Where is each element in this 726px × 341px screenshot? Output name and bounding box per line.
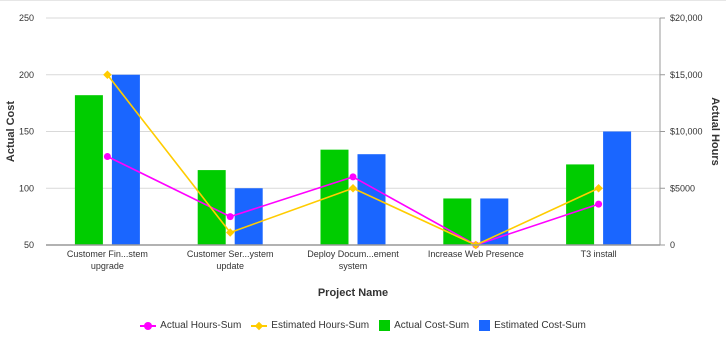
legend-item-estimated-hours[interactable]: Estimated Hours-Sum xyxy=(251,320,369,331)
y-tick-label: 150 xyxy=(19,127,34,137)
legend-box-icon xyxy=(479,320,491,331)
legend-box-icon xyxy=(379,320,391,331)
point-marker xyxy=(349,173,357,181)
y2-tick-label: $15,000 xyxy=(670,70,703,80)
bar-estimated-cost-sum xyxy=(357,154,386,245)
legend-item-actual-cost[interactable]: Actual Cost-Sum xyxy=(379,320,469,331)
x-tick-label: Customer Ser...ystem update xyxy=(187,249,274,271)
y2-tick-label: $20,000 xyxy=(670,13,703,23)
axis-labels: 50 100 150 200 250 0 $5000 $10,000 $15,000 $20,00… xyxy=(5,13,721,299)
legend-line-diamond-icon xyxy=(251,321,268,331)
point-marker xyxy=(225,228,235,237)
point-marker xyxy=(348,184,358,193)
y-tick-label: 50 xyxy=(24,240,34,250)
x-axis-title: Project Name xyxy=(318,287,388,299)
top-border xyxy=(0,0,726,1)
y-axis-title: Actual Cost xyxy=(5,101,17,162)
bar-series xyxy=(74,74,632,246)
y2-tick-label: $5000 xyxy=(670,183,695,193)
x-tick-label: Deploy Docum...ement system xyxy=(307,249,399,271)
combo-chart: 50 100 150 200 250 0 $5000 $10,000 $15,000 $20,00… xyxy=(5,13,721,299)
bar-estimated-cost-sum xyxy=(603,131,632,245)
x-tick-label: Customer Fin...stem upgrade xyxy=(67,249,148,271)
bar-estimated-cost-sum xyxy=(111,74,140,245)
legend-item-actual-hours[interactable]: Actual Hours-Sum xyxy=(140,320,241,331)
bar-actual-cost-sum xyxy=(320,149,349,245)
point-marker xyxy=(226,213,234,221)
legend-label: Actual Hours-Sum xyxy=(160,320,242,331)
y2-axis-title: Actual Hours xyxy=(709,97,721,165)
legend-label: Estimated Cost-Sum xyxy=(494,320,586,331)
point-marker xyxy=(103,70,112,79)
legend-label: Estimated Hours-Sum xyxy=(271,320,370,331)
bar-actual-cost-sum xyxy=(74,95,103,246)
y-tick-label: 100 xyxy=(19,183,34,193)
bar-actual-cost-sum xyxy=(566,164,595,245)
legend: Actual Hours-Sum Estimated Hours-Sum Act… xyxy=(0,320,726,331)
bar-estimated-cost-sum xyxy=(234,188,263,245)
point-marker xyxy=(594,184,603,193)
line-estimated-hours-sum xyxy=(106,74,599,246)
axes xyxy=(46,17,665,246)
bar-actual-cost-sum xyxy=(443,198,472,245)
legend-label: Actual Cost-Sum xyxy=(394,320,470,331)
x-tick-label: Increase Web Presence xyxy=(428,249,524,259)
y-tick-label: 250 xyxy=(19,13,34,23)
y2-tick-label: $10,000 xyxy=(670,127,703,137)
y2-tick-label: 0 xyxy=(670,240,675,250)
y-tick-label: 200 xyxy=(19,70,34,80)
legend-line-circle-icon xyxy=(140,321,157,331)
line-series xyxy=(103,70,603,250)
point-marker xyxy=(595,200,603,208)
legend-item-estimated-cost[interactable]: Estimated Cost-Sum xyxy=(479,320,586,331)
point-marker xyxy=(103,152,111,160)
x-tick-label: T3 install xyxy=(581,249,617,259)
